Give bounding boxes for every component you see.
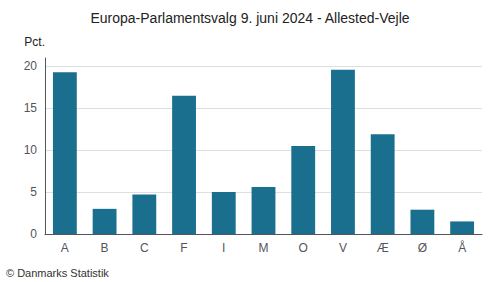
svg-text:F: F [180,241,187,255]
svg-text:M: M [259,241,269,255]
svg-text:10: 10 [24,143,38,157]
svg-text:Æ: Æ [377,241,389,255]
svg-text:© Danmarks Statistik: © Danmarks Statistik [6,267,109,279]
svg-text:C: C [140,241,149,255]
svg-text:O: O [299,241,308,255]
svg-text:Å: Å [458,240,466,255]
svg-text:A: A [61,241,69,255]
svg-text:5: 5 [30,185,37,199]
svg-text:15: 15 [24,101,38,115]
svg-text:I: I [222,241,225,255]
svg-text:V: V [339,241,347,255]
svg-text:0: 0 [30,227,37,241]
svg-text:Europa-Parlamentsvalg 9. juni: Europa-Parlamentsvalg 9. juni 2024 - All… [90,10,409,26]
svg-text:B: B [101,241,109,255]
svg-text:Ø: Ø [418,241,427,255]
svg-text:20: 20 [24,59,38,73]
svg-text:Pct.: Pct. [24,35,45,49]
